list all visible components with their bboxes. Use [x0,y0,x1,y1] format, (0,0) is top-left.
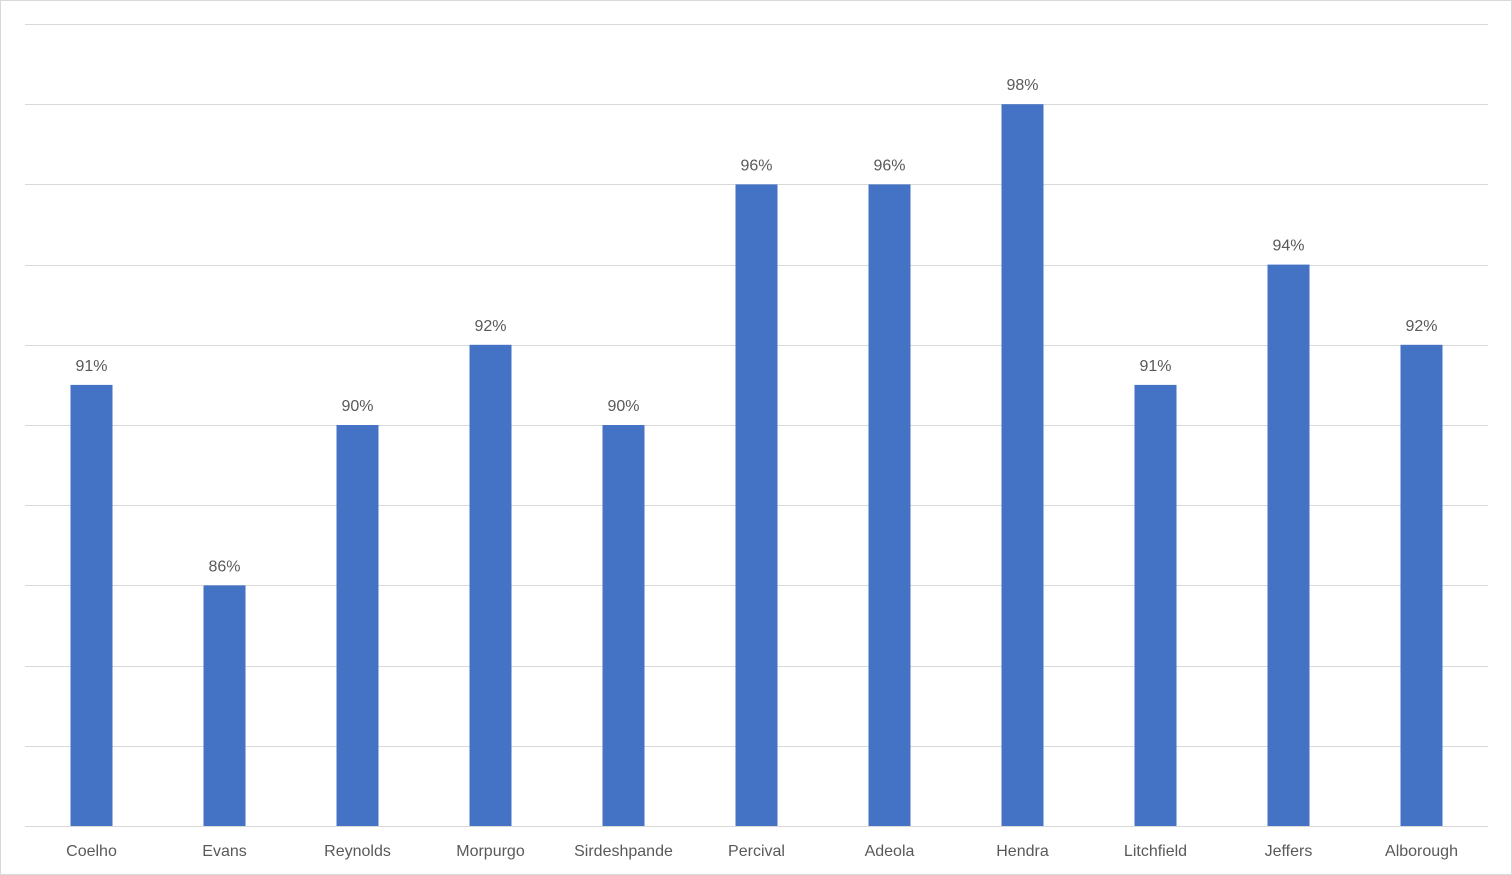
bar-evans [203,585,246,826]
bar-reynolds [336,425,379,826]
x-tick-label-alborough: Alborough [1385,843,1458,860]
x-tick-label-percival: Percival [728,843,785,860]
x-tick-label-jeffers: Jeffers [1265,843,1313,860]
x-tick-label-reynolds: Reynolds [324,843,391,860]
bar-coelho [70,384,113,826]
data-label-morpurgo: 92% [474,318,506,335]
data-label-alborough: 92% [1405,318,1437,335]
bar-alborough [1400,344,1443,826]
x-tick-label-evans: Evans [202,843,246,860]
data-label-adeola: 96% [873,157,905,174]
x-tick-label-sirdeshpande: Sirdeshpande [574,843,673,860]
bar-adeola [868,184,911,826]
data-label-hendra: 98% [1006,77,1038,94]
data-label-jeffers: 94% [1272,238,1304,255]
data-label-sirdeshpande: 90% [607,398,639,415]
bar-percival [735,184,778,826]
data-label-litchfield: 91% [1139,358,1171,375]
data-label-percival: 96% [740,157,772,174]
bar-sirdeshpande [602,425,645,826]
bar-litchfield [1134,384,1177,826]
x-tick-label-adeola: Adeola [865,843,915,860]
bar-jeffers [1267,264,1310,827]
data-label-coelho: 91% [75,358,107,375]
data-label-reynolds: 90% [341,398,373,415]
x-tick-label-litchfield: Litchfield [1124,843,1187,860]
bars [70,104,1443,827]
data-label-evans: 86% [208,558,240,575]
x-tick-label-coelho: Coelho [66,843,117,860]
bar-morpurgo [469,344,512,826]
x-axis-tick-labels: Coelho Evans Reynolds Morpurgo Sirdeshpande P… [66,843,1458,860]
x-tick-label-morpurgo: Morpurgo [456,843,525,860]
bar-hendra [1001,104,1044,826]
data-labels: 91% 86% 90% 92% 90% 96% 96% 98% 91% 94% 92% [75,77,1437,575]
x-tick-label-hendra: Hendra [996,843,1049,860]
